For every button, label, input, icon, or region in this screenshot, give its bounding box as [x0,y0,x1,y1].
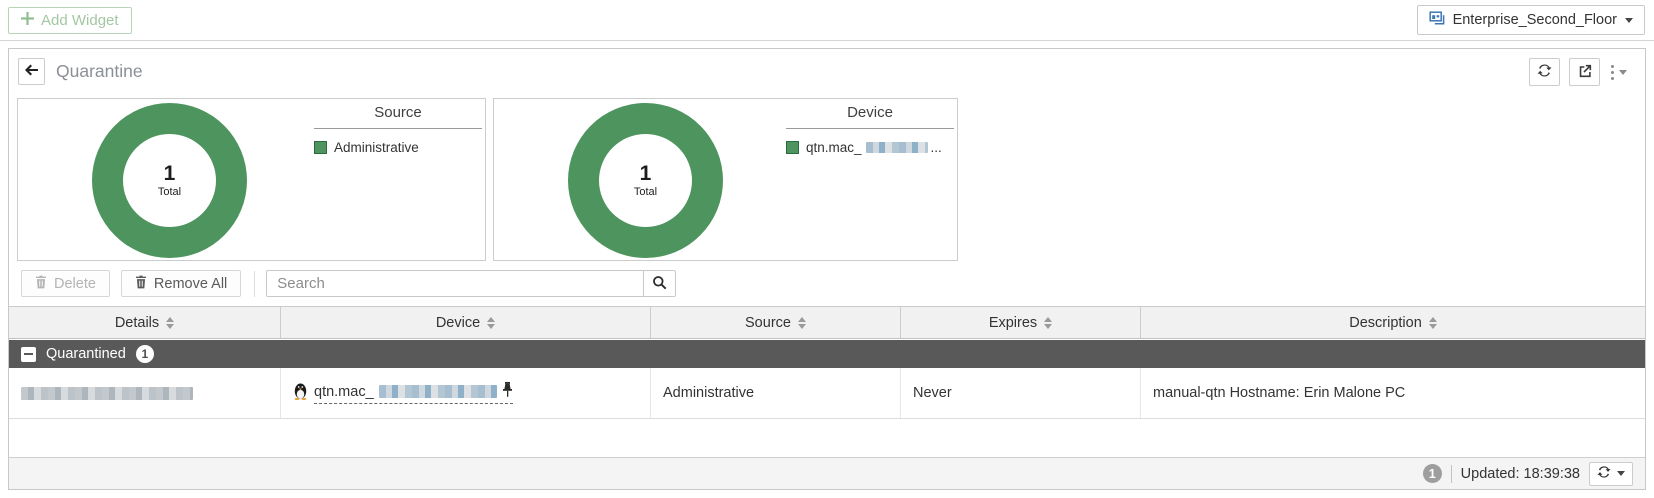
source-total-value: 1 [163,162,176,185]
device-donut-center: 1 Total [599,134,692,227]
legend-ellipsis: ... [930,140,942,155]
column-header-device[interactable]: Device [281,307,651,338]
column-label: Expires [988,314,1038,331]
search-input[interactable] [266,270,645,297]
plus-icon [21,12,34,29]
footer-divider [1450,464,1452,483]
sort-icon [487,316,496,329]
external-link-icon [1578,64,1592,81]
add-widget-label: Add Widget [41,12,119,29]
sort-icon [1044,316,1053,329]
cell-source: Administrative [651,368,901,418]
source-total-label: Total [157,186,182,198]
device-chart-card: 1 Total Device qtn.mac_ ... [493,98,958,261]
pin-icon [502,382,513,401]
quarantine-widget-panel: Quarantine [8,48,1646,490]
source-donut-chart[interactable]: 1 Total [92,103,247,258]
source-chart-card: 1 Total Source Administrative [17,98,486,261]
sort-icon [797,316,806,329]
top-toolbar: Add Widget Enterprise_Second_Floor [0,0,1654,41]
sort-icon [166,316,175,329]
linux-os-icon [293,382,308,404]
refresh-icon [1537,63,1552,81]
table-row[interactable]: qtn.mac_ Administrative Never manual-qtn… [9,368,1645,419]
column-label: Details [114,314,160,331]
search-group [266,270,677,297]
source-donut-center: 1 Total [123,134,216,227]
device-legend: Device qtn.mac_ ... [786,104,954,155]
device-legend-item[interactable]: qtn.mac_ ... [786,140,954,155]
column-header-description[interactable]: Description [1141,307,1645,338]
chevron-down-icon [1619,69,1627,75]
legend-swatch [786,141,799,154]
row-count-badge: 1 [1422,464,1442,483]
panel-header-actions [1529,58,1629,86]
column-label: Source [745,314,791,331]
dashboard-icon [1429,10,1445,30]
kebab-menu-icon [1611,64,1614,80]
device-total-label: Total [633,186,658,198]
open-in-new-window-button[interactable] [1569,58,1600,86]
source-legend: Source Administrative [314,104,482,155]
trash-icon [35,275,47,293]
chevron-down-icon [1617,471,1625,476]
source-legend-item[interactable]: Administrative [314,140,482,155]
refresh-interval-button[interactable] [1589,461,1633,486]
legend-swatch [314,141,327,154]
device-legend-label-prefix: qtn.mac_ [806,140,862,155]
updated-timestamp: Updated: 18:39:38 [1460,465,1580,482]
source-legend-title: Source [314,104,482,129]
redacted-mac-text [378,385,497,398]
remove-all-label: Remove All [153,275,228,292]
chevron-down-icon [1625,17,1633,23]
refresh-widget-button[interactable] [1529,58,1560,86]
remove-all-button[interactable]: Remove All [120,270,242,297]
search-button[interactable] [643,270,677,297]
group-label: Quarantined [46,346,126,362]
table-toolbar: Delete Remove All [21,270,677,297]
widget-footer: 1 Updated: 18:39:38 [9,457,1645,489]
device-name-link[interactable]: qtn.mac_ [314,382,513,404]
cell-details [9,368,281,418]
group-row-quarantined[interactable]: Quarantined 1 [9,340,1645,368]
trash-icon [135,275,147,293]
column-label: Description [1349,314,1422,331]
search-icon [652,275,667,293]
column-header-source[interactable]: Source [651,307,901,338]
refresh-icon [1597,465,1611,482]
widget-menu-button[interactable] [1609,61,1629,84]
cell-expires: Never [901,368,1141,418]
sort-icon [1428,316,1437,329]
device-name-prefix: qtn.mac_ [314,383,374,400]
dashboard-selector[interactable]: Enterprise_Second_Floor [1416,5,1645,35]
device-total-value: 1 [639,162,652,185]
back-button[interactable] [18,58,45,85]
table-header-row: Details Device Source Expires Descriptio… [9,306,1645,339]
delete-label: Delete [54,275,96,292]
source-legend-label: Administrative [334,140,419,155]
redacted-details-text [21,386,193,400]
column-header-expires[interactable]: Expires [901,307,1141,338]
cell-description: manual-qtn Hostname: Erin Malone PC [1153,385,1406,401]
dashboard-name: Enterprise_Second_Floor [1452,12,1617,28]
redacted-mac-text [865,142,928,153]
panel-title: Quarantine [56,61,143,81]
cell-device: qtn.mac_ [281,368,651,418]
toolbar-divider [254,270,256,297]
delete-button[interactable]: Delete [21,270,110,297]
column-header-details[interactable]: Details [9,307,281,338]
collapse-minus-icon[interactable] [21,346,36,362]
back-arrow-icon [24,64,39,79]
column-label: Device [435,314,481,331]
device-donut-chart[interactable]: 1 Total [568,103,723,258]
device-legend-title: Device [786,104,954,129]
group-count-badge: 1 [135,345,154,363]
add-widget-button[interactable]: Add Widget [8,7,132,34]
